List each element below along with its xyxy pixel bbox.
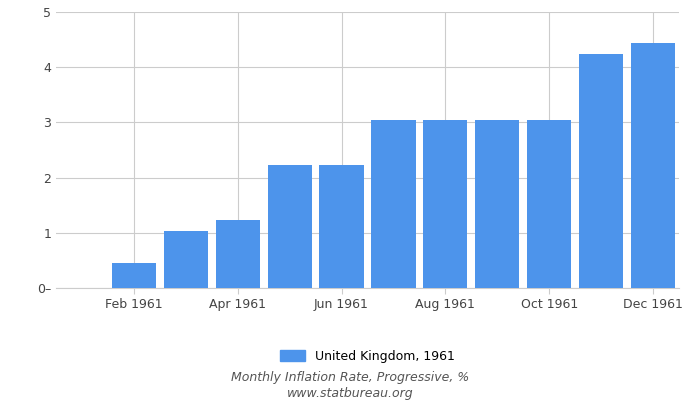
Text: Monthly Inflation Rate, Progressive, %: Monthly Inflation Rate, Progressive, % [231,372,469,384]
Text: www.statbureau.org: www.statbureau.org [287,388,413,400]
Bar [631,43,675,288]
Bar [267,166,312,288]
Bar [475,120,519,288]
Bar [216,220,260,288]
Bar [164,230,208,288]
Bar [112,263,156,288]
Bar [579,54,623,288]
Bar [424,120,468,288]
Legend: United Kingdom, 1961: United Kingdom, 1961 [274,344,461,370]
Bar [372,120,416,288]
Bar [319,166,363,288]
Bar [527,120,571,288]
